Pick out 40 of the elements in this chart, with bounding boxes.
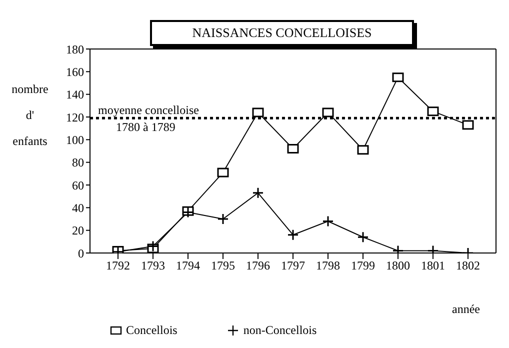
y-tick-label: 0 (78, 246, 84, 260)
y-tick-label: 60 (72, 178, 84, 192)
point (287, 144, 299, 154)
y-tick-label: 140 (66, 88, 84, 102)
x-tick-label: 1793 (141, 258, 165, 273)
y-tick-label: 120 (66, 110, 84, 124)
point (322, 216, 334, 228)
legend-label: non-Concellois (242, 323, 317, 338)
legend-label: Concellois (125, 323, 178, 338)
x-tick-label: 1795 (211, 258, 235, 273)
x-tick-label: 1798 (316, 258, 340, 273)
point (322, 108, 334, 118)
ref-line-label: moyenne concelloise 1780 à 1789 (98, 103, 199, 134)
point (217, 213, 229, 225)
x-tick-label: 1800 (386, 258, 410, 273)
point (252, 108, 264, 118)
x-axis-title: année (452, 302, 480, 317)
point (462, 120, 474, 130)
point (252, 187, 264, 199)
y-tick-label: 20 (72, 224, 84, 238)
point (357, 145, 369, 155)
point (217, 168, 229, 178)
x-tick-label: 1802 (456, 258, 480, 273)
y-tick-label: 180 (66, 42, 84, 56)
y-tick-label: 40 (72, 200, 84, 215)
x-tick-label: 1794 (176, 258, 200, 273)
point (392, 72, 404, 82)
point (427, 106, 439, 116)
point (357, 231, 369, 243)
x-tick-label: 1792 (106, 258, 130, 273)
point (287, 229, 299, 241)
y-axis-title: nombre d' enfants (10, 81, 50, 150)
x-tick-label: 1801 (421, 258, 445, 273)
y-tick-label: 80 (72, 156, 84, 170)
x-tick-label: 1797 (281, 258, 305, 273)
y-tick-label: 160 (66, 64, 84, 79)
chart-title: NAISSANCES CONCELLOISES (150, 20, 414, 46)
y-tick-label: 100 (66, 132, 84, 147)
x-tick-label: 1796 (246, 258, 270, 273)
x-tick-label: 1799 (351, 258, 375, 273)
